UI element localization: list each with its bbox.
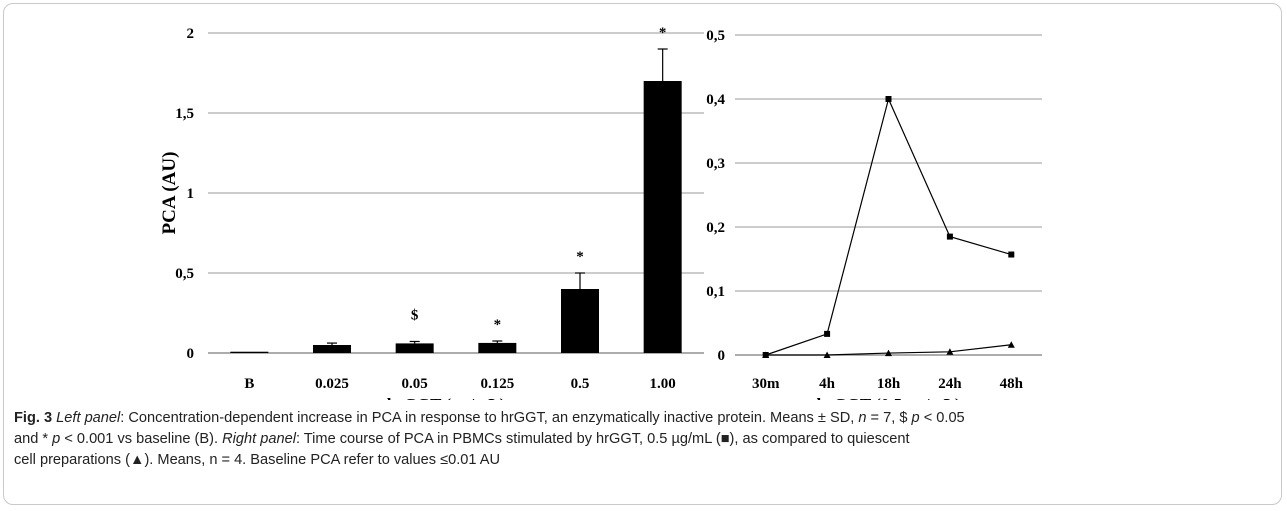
left-bar [230,351,269,353]
left-y-tick-label: 1 [187,186,195,202]
right-triangle-marker [946,348,954,355]
right-y-tick-label: 0,5 [706,28,725,44]
caption-text: = 7, $ [866,410,912,426]
right-x-tick-label: 4h [819,376,836,392]
left-bar-chart: 0 0,5 1 1,5 2 B 0.025 $0.05 * 0.125 * 0.5 * 1.00 hrGGT… [159,25,704,400]
right-triangle-marker [823,351,831,358]
right-x-axis-title: hrGGT (0.5 µg/mL) [816,395,960,400]
figure-caption: Fig. 3 Left panel: Concentration-depende… [14,408,1276,471]
caption-line-1: Fig. 3 Left panel: Concentration-depende… [14,408,1276,429]
left-significance-mark: $ [411,307,419,323]
right-line-chart: 0 0,1 0,2 0,3 0,4 0,5 30m 4h 18h 24h 48h hrGGT (0.5… [706,28,1042,400]
caption-line-3: cell preparations (▲). Means, n = 4. Bas… [14,450,1276,471]
right-y-tick-label: 0 [718,348,726,364]
left-x-tick-label: B [244,376,254,392]
left-significance-mark: * [576,249,584,265]
right-x-tick-label: 24h [938,376,962,392]
right-square-marker [824,330,831,337]
right-triangle-marker [1007,341,1015,348]
left-y-tick-label: 0 [187,346,195,362]
right-y-tick-label: 0,1 [706,284,725,300]
caption-line-2: and * p < 0.001 vs baseline (B). Right p… [14,429,1276,450]
left-bar [395,343,434,353]
right-y-tick-label: 0,2 [706,220,725,236]
caption-fig-label: Fig. 3 [14,410,53,426]
left-bar [643,81,682,353]
left-x-tick-label: 0.125 [480,376,514,392]
left-bar [478,342,517,353]
caption-text: < 0.001 vs baseline (B). [60,431,223,447]
right-square-marker [946,233,953,240]
right-y-tick-label: 0,3 [706,156,725,172]
left-significance-mark: * [494,317,502,333]
caption-p-var: p [52,431,61,447]
caption-text: and * [14,431,53,447]
left-bar [313,345,351,353]
caption-left-panel-label: Left panel [56,410,121,426]
caption-right-panel-label: Right panel [222,431,296,447]
right-square-marker [1008,251,1015,258]
caption-n-var: n [858,410,867,426]
caption-text: < 0.05 [919,410,965,426]
right-x-tick-label: 48h [1000,376,1024,392]
right-x-tick-label: 30m [752,376,780,392]
right-x-tick-label: 18h [877,376,901,392]
left-x-tick-label: 0.025 [315,376,349,392]
figure-charts: 0 0,5 1 1,5 2 B 0.025 $0.05 * 0.125 * 0.5 * 1.00 hrGGT… [159,25,1042,400]
left-bar [561,289,599,353]
left-y-tick-label: 1,5 [175,106,194,122]
left-x-tick-label: 0.05 [402,376,428,392]
left-x-axis-title: hrGGT (µg/mL) [387,395,506,400]
left-x-tick-label: 1.00 [650,376,676,392]
caption-text: : Concentration-dependent increase in PC… [120,410,859,426]
caption-text: cell preparations (▲). Means, n = 4. Bas… [14,452,501,468]
right-triangle-marker [762,351,770,358]
left-y-axis-title: PCA (AU) [159,152,180,235]
left-significance-mark: * [659,25,667,41]
left-x-tick-label: 0.5 [571,376,590,392]
left-y-tick-label: 2 [187,26,195,42]
caption-p-var: p [911,410,920,426]
caption-text: : Time course of PCA in PBMCs stimulated… [295,431,910,447]
figure-frame [3,3,1282,505]
right-square-marker [885,96,892,102]
left-y-tick-label: 0,5 [175,266,194,282]
right-y-tick-label: 0,4 [706,92,725,108]
right-triangle-marker [885,349,892,357]
